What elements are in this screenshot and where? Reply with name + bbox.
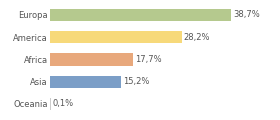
Bar	[50, 76, 121, 88]
Bar	[50, 9, 231, 21]
Bar	[50, 98, 51, 110]
Bar	[50, 31, 182, 43]
Text: 0,1%: 0,1%	[53, 99, 74, 108]
Text: 28,2%: 28,2%	[184, 33, 210, 42]
Bar	[50, 53, 133, 66]
Text: 17,7%: 17,7%	[135, 55, 162, 64]
Text: 15,2%: 15,2%	[123, 77, 150, 86]
Text: 38,7%: 38,7%	[233, 10, 260, 19]
